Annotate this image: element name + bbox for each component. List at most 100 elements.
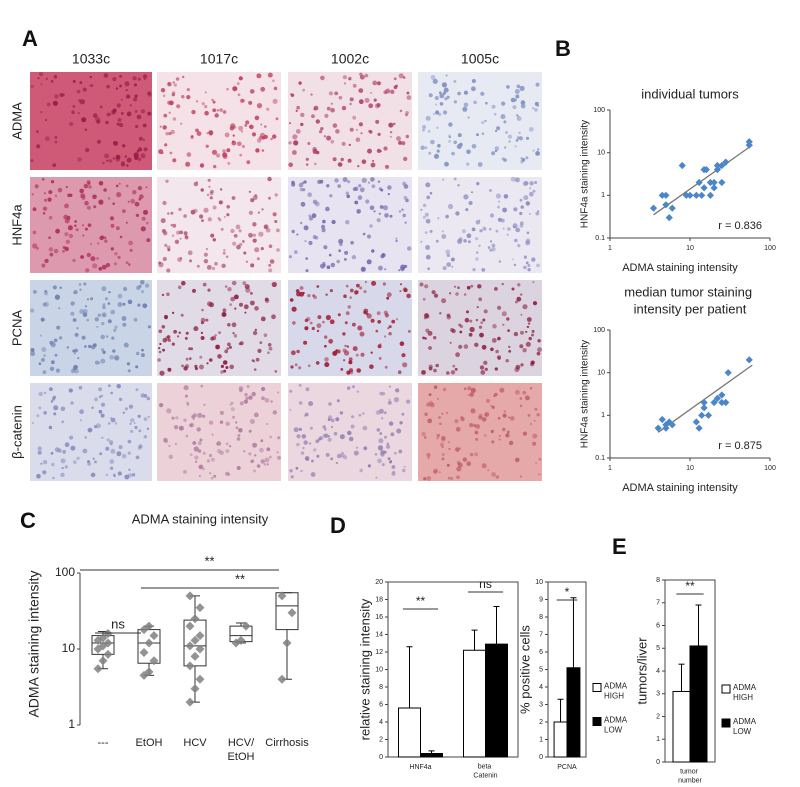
cell	[356, 446, 359, 449]
cell	[459, 330, 463, 334]
cell	[425, 115, 431, 121]
cell	[206, 362, 209, 365]
cell	[107, 422, 111, 425]
cell	[532, 107, 535, 110]
cell	[237, 93, 241, 97]
cell	[320, 127, 324, 131]
cell	[189, 422, 195, 428]
cell	[446, 95, 450, 99]
cell	[181, 364, 184, 368]
cell	[321, 224, 326, 229]
cell	[326, 184, 330, 188]
cell	[494, 146, 500, 151]
cell	[70, 301, 75, 306]
cell	[426, 476, 432, 481]
cell	[501, 101, 506, 106]
cell	[398, 140, 403, 145]
cell	[527, 322, 531, 325]
cell	[232, 241, 237, 246]
cell	[519, 344, 524, 349]
cell	[143, 209, 148, 215]
cell	[508, 440, 514, 446]
cell	[124, 474, 130, 480]
cell	[293, 140, 299, 146]
text-line: Catenin	[473, 772, 497, 779]
cell	[376, 148, 381, 153]
cell	[512, 258, 515, 261]
cell	[330, 262, 336, 268]
cell	[402, 213, 406, 218]
cell	[511, 287, 515, 291]
cell	[102, 305, 106, 310]
cell	[313, 295, 317, 300]
bar	[566, 667, 581, 758]
legend-swatch	[592, 717, 602, 726]
point	[668, 204, 676, 212]
cell	[64, 465, 69, 469]
cell	[343, 294, 347, 299]
cell	[508, 345, 511, 349]
cell	[66, 346, 70, 349]
cell	[135, 455, 140, 460]
cell	[304, 326, 309, 331]
point	[698, 191, 706, 199]
cell	[396, 428, 402, 434]
cell	[322, 425, 326, 429]
cell	[70, 401, 74, 405]
cell	[222, 360, 228, 365]
cell	[115, 87, 119, 90]
cell	[406, 399, 411, 404]
cell	[146, 221, 149, 225]
cell	[88, 344, 92, 349]
cell	[245, 287, 251, 293]
cell	[208, 130, 214, 136]
cell	[302, 446, 305, 450]
cell	[264, 457, 270, 463]
cell	[382, 282, 386, 286]
cell	[142, 138, 146, 142]
cell	[517, 244, 521, 248]
cell	[229, 345, 232, 349]
cell	[85, 147, 90, 153]
cell	[167, 100, 172, 105]
cell	[87, 223, 92, 227]
cell	[533, 419, 536, 422]
cell	[77, 157, 82, 162]
cell	[227, 342, 231, 347]
cell	[243, 304, 249, 310]
cell	[448, 135, 451, 139]
cell	[386, 442, 390, 446]
cell	[358, 122, 363, 127]
cell	[432, 78, 438, 84]
cell	[261, 386, 266, 392]
point	[185, 621, 195, 631]
cell	[481, 417, 487, 422]
cell	[497, 200, 501, 203]
cell	[289, 469, 293, 473]
column-label: 1002c	[331, 51, 369, 67]
cell	[300, 451, 305, 455]
cell	[212, 238, 216, 242]
cell	[124, 407, 129, 411]
cell	[48, 215, 53, 220]
x-tick-label: HCV	[183, 737, 207, 749]
cell	[103, 73, 109, 78]
cell	[400, 283, 402, 286]
cell	[41, 263, 46, 268]
cell	[137, 303, 141, 307]
cell	[493, 112, 497, 116]
cell	[388, 325, 392, 329]
cell	[199, 438, 203, 442]
cell	[343, 359, 346, 362]
cell	[499, 387, 505, 393]
cell	[141, 290, 145, 294]
cell	[253, 412, 259, 418]
cell	[379, 150, 382, 153]
cell	[128, 240, 134, 246]
point	[195, 674, 205, 684]
point	[718, 398, 726, 407]
cell	[158, 262, 164, 268]
y-tick-label: 6	[656, 622, 660, 629]
cell	[344, 321, 348, 325]
cell	[316, 323, 322, 329]
